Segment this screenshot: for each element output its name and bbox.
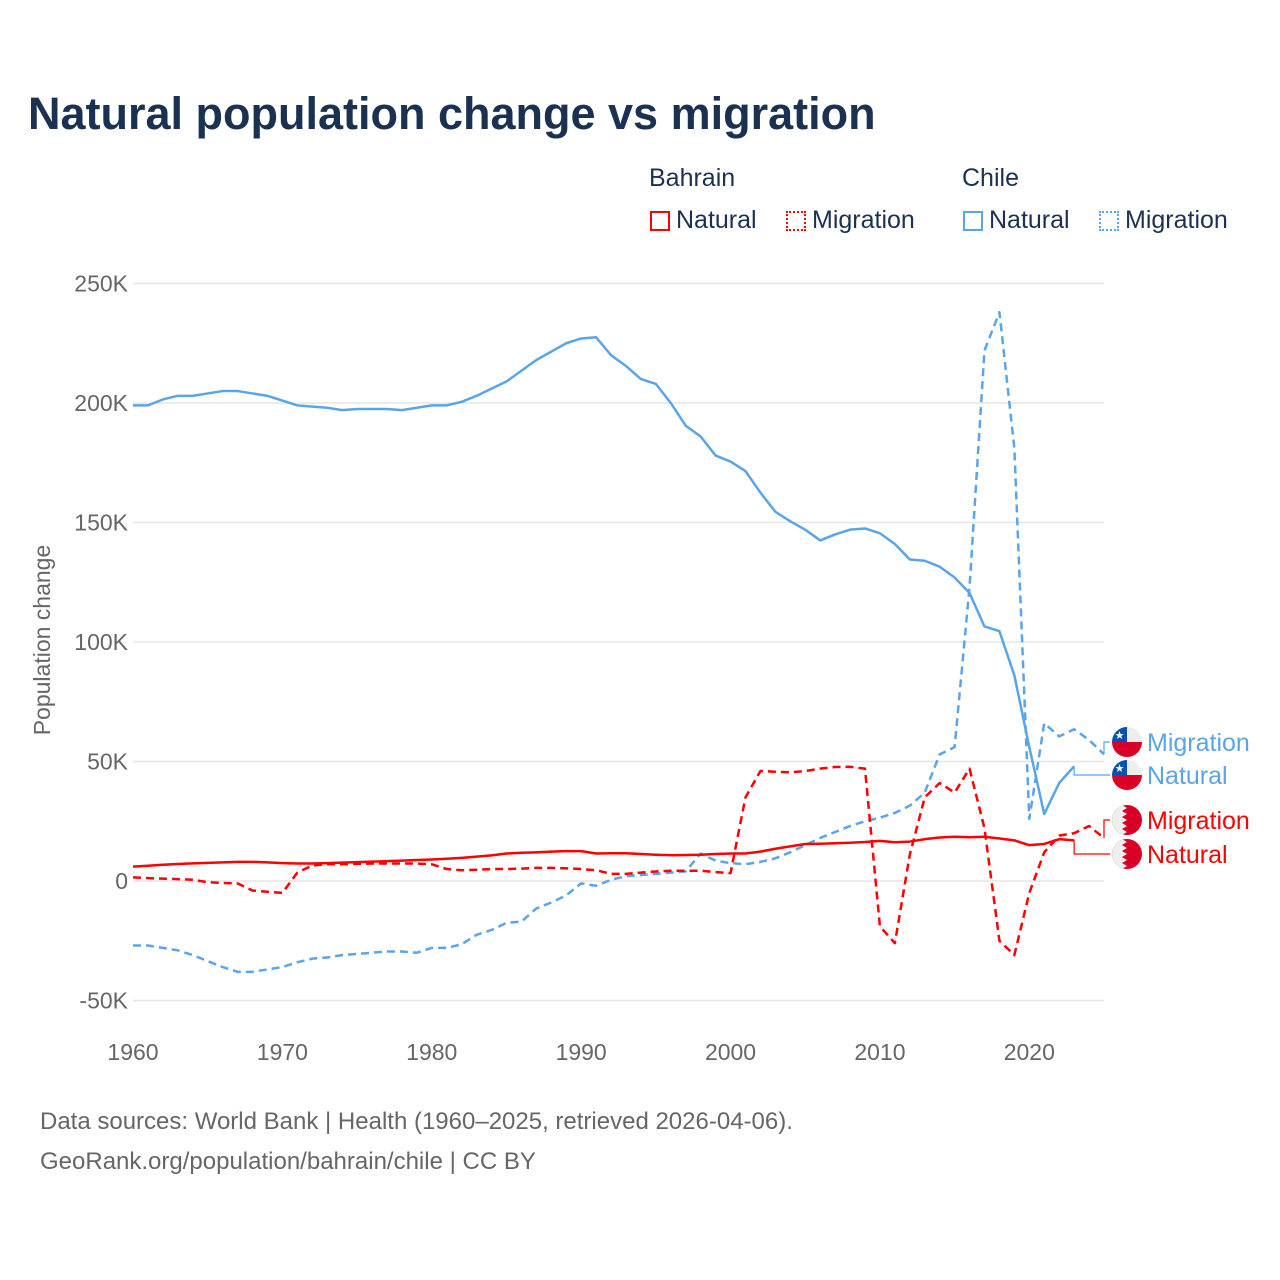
y-axis-label: Population change <box>29 545 55 736</box>
flag-white <box>1112 805 1127 835</box>
legend-chile-natural[interactable]: Natural <box>963 206 1070 235</box>
connector-line <box>1073 766 1110 776</box>
y-tick-label: 100K <box>74 629 128 655</box>
bahrain-flag-icon <box>1112 839 1142 869</box>
legend-chile-migration[interactable]: Migration <box>1099 206 1228 235</box>
x-tick-label: 2000 <box>705 1039 756 1065</box>
flag-red <box>1112 775 1142 790</box>
flag-white <box>1112 839 1127 869</box>
chile-flag-icon: ★ <box>1112 727 1142 757</box>
plot-area: -50K 0 50K 100K 150K 200K 250K 1960 1970 1980 1990… <box>29 271 1250 1066</box>
source-line: Data sources: World Bank | Health (1960–… <box>40 1108 793 1135</box>
flag-red <box>1112 742 1142 757</box>
legend-label: Migration <box>1125 206 1228 234</box>
legend-bahrain-natural[interactable]: Natural <box>650 206 757 235</box>
legend-swatch <box>963 210 983 231</box>
y-tick-label: 0 <box>115 868 128 894</box>
series-line-chile-natural <box>133 336 1076 816</box>
flag-star: ★ <box>1115 763 1125 775</box>
x-tick-label: 1960 <box>107 1039 158 1065</box>
chile-flag-icon: ★ <box>1112 760 1142 790</box>
source-url[interactable]: GeoRank.org/population/bahrain/chile | C… <box>40 1148 536 1175</box>
chart-title: Natural population change vs migration <box>28 88 876 139</box>
x-tick-label: 2020 <box>1004 1039 1055 1065</box>
y-tick-label: 250K <box>74 271 128 297</box>
legend-swatch <box>786 210 806 231</box>
series-line-chile-migration <box>133 310 1105 974</box>
connector-line <box>1073 840 1110 855</box>
legend-label: Natural <box>676 206 757 234</box>
end-label-chile-migration: Migration <box>1147 729 1250 757</box>
bahrain-flag-icon <box>1112 805 1142 835</box>
y-tick-label: 200K <box>74 390 128 416</box>
legend-label: Migration <box>812 206 915 234</box>
x-tick-label: 2010 <box>854 1039 905 1065</box>
x-tick-label: 1970 <box>257 1039 308 1065</box>
legend-bahrain-migration[interactable]: Migration <box>786 206 915 235</box>
x-tick-label: 1980 <box>406 1039 457 1065</box>
legend-label: Natural <box>989 206 1070 234</box>
end-label-bahrain-natural: Natural <box>1147 841 1228 869</box>
y-tick-label: 150K <box>74 510 128 536</box>
connector-line <box>1103 819 1110 838</box>
end-label-bahrain-migration: Migration <box>1147 807 1250 835</box>
legend-group-bahrain: Bahrain <box>649 164 736 192</box>
connector-line <box>1103 741 1110 755</box>
y-tick-label: 50K <box>87 749 129 775</box>
y-tick-label: -50K <box>79 988 128 1014</box>
series-line-bahrain-migration <box>132 765 1105 957</box>
legend-swatch <box>1099 210 1119 231</box>
legend-swatch <box>650 210 670 231</box>
x-tick-label: 1990 <box>556 1039 607 1065</box>
end-label-chile-natural: Natural <box>1147 762 1228 790</box>
flag-star: ★ <box>1115 730 1125 742</box>
series-line-bahrain-natural <box>132 835 1075 868</box>
legend-group-chile: Chile <box>962 164 1019 192</box>
